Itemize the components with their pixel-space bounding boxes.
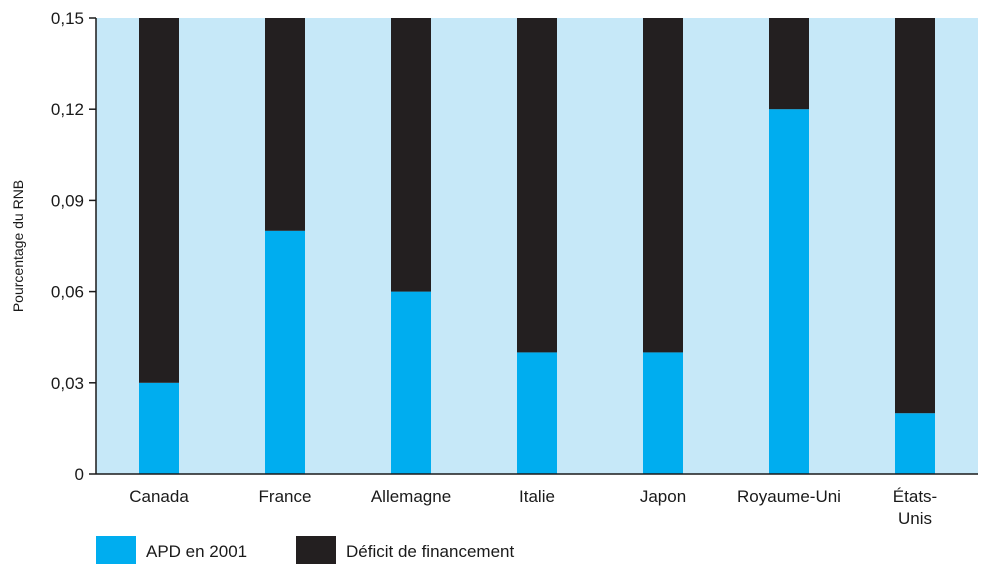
x-tick-label: France [259, 487, 312, 506]
x-tick-label: Italie [519, 487, 555, 506]
x-tick-label: États-Unis [893, 487, 937, 528]
bar-apd-3 [517, 352, 557, 474]
bar-deficit-2 [391, 18, 431, 292]
bar-apd-2 [391, 291, 431, 474]
bar-deficit-4 [643, 18, 683, 353]
y-tick-label: 0,06 [51, 283, 84, 302]
x-tick-label: Japon [640, 487, 686, 506]
bars-group [139, 18, 935, 474]
bar-apd-1 [265, 230, 305, 474]
bar-apd-0 [139, 382, 179, 474]
y-tick-label: 0,09 [51, 191, 84, 210]
x-tick-label: Allemagne [371, 487, 451, 506]
legend: APD en 2001 Déficit de financement [96, 536, 514, 564]
bar-deficit-6 [895, 18, 935, 414]
y-tick-label: 0,12 [51, 100, 84, 119]
legend-label-deficit: Déficit de financement [346, 542, 514, 561]
x-axis: Canada France Allemagne Italie Japon Royaume-… [96, 473, 978, 528]
x-tick-label: Canada [129, 487, 189, 506]
bar-deficit-1 [265, 18, 305, 231]
bar-deficit-3 [517, 18, 557, 353]
y-axis: 0 0,03 0,06 0,09 0,12 0,15 [51, 9, 97, 484]
bar-apd-4 [643, 352, 683, 474]
y-tick-label: 0,15 [51, 9, 84, 28]
y-tick-label: 0,03 [51, 374, 84, 393]
y-tick-label: 0 [75, 465, 84, 484]
bar-apd-5 [769, 109, 809, 474]
legend-swatch-apd [96, 536, 136, 564]
legend-label-apd: APD en 2001 [146, 542, 247, 561]
y-axis-title: Pourcentage du RNB [10, 180, 26, 312]
bar-deficit-5 [769, 18, 809, 110]
bar-apd-6 [895, 413, 935, 474]
legend-swatch-deficit [296, 536, 336, 564]
bar-deficit-0 [139, 18, 179, 383]
x-tick-label: Royaume-Uni [737, 487, 841, 506]
